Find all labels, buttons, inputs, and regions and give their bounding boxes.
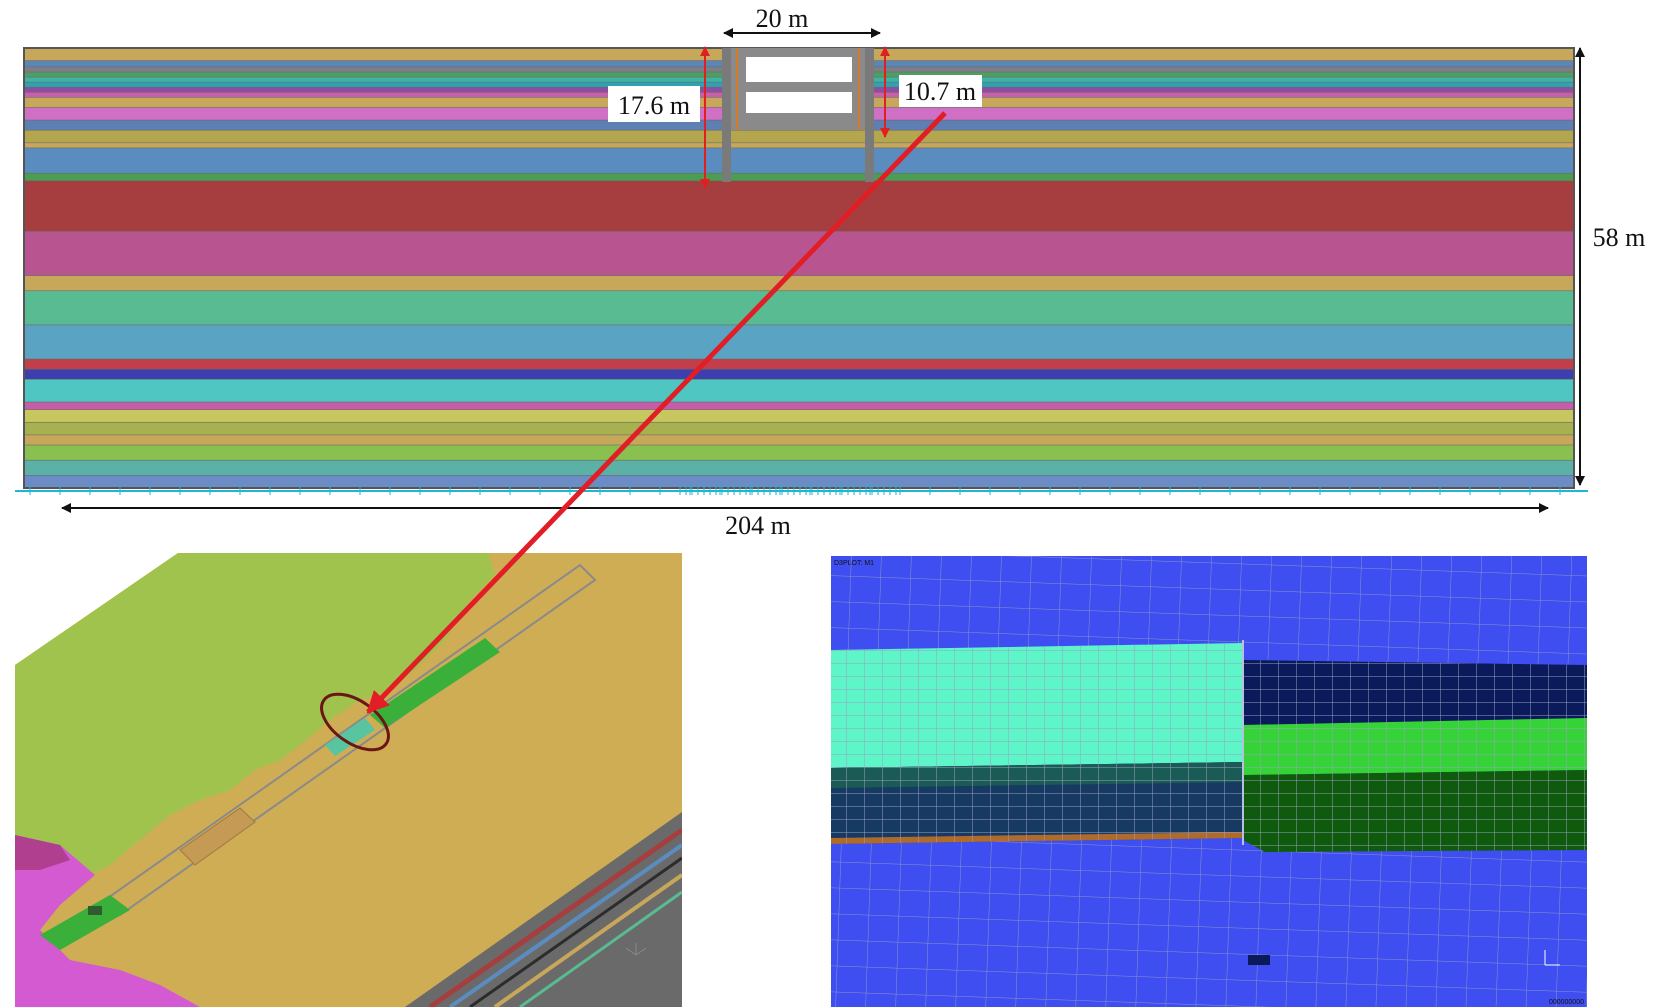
excavation-structure [722,48,874,182]
terrain-pink-ground [15,835,200,1007]
soil-layer [24,275,1574,292]
axis-triad-right [1544,950,1560,966]
mesh-left-grid [831,643,1243,844]
connector-arrow [366,111,947,714]
right-wall [865,48,874,182]
terrain-layer-edge [405,812,682,1007]
mesh-header-label: D3PLOT: M1 [834,560,874,567]
height-dimension-label: 58 m [1593,223,1646,252]
soil-layer [24,180,1574,233]
soil-layer [24,421,1574,436]
terrain-3d-view [15,553,682,1007]
soil-layer [24,290,1574,326]
mesh-view: D3PLOT: M1 000000000 [831,556,1587,1007]
tunnel-segment-green [370,638,500,728]
soil-layer [24,231,1574,277]
soil-layer [24,324,1574,360]
terrain-pink-dark [15,835,70,870]
soil-layer [24,378,1574,403]
soil-layer [24,409,1574,424]
tunnel-segment-orange [179,807,256,866]
soil-layer [24,444,1574,461]
right-depth-label: 10.7 m [904,77,976,106]
soil-layer [24,129,1574,144]
tunnel-segment-cyan [325,718,375,756]
mesh-small-element [1248,955,1270,965]
mesh-right-grid [1243,660,1587,852]
upper-opening [746,57,852,82]
right-depth-label-box [899,75,982,107]
soil-layer [24,142,1574,149]
boundary-ticks [29,485,1561,495]
left-depth-label: 17.6 m [618,91,690,120]
left-wall [722,48,731,182]
soil-layer [24,147,1574,174]
terrain-green-ground [15,553,495,880]
left-depth-label-box [608,86,700,122]
soil-layer [24,172,1574,182]
soil-layer [24,475,1574,488]
soil-layer [24,459,1574,477]
soil-layer [24,434,1574,446]
mesh-footer-label: 000000000 [1549,999,1584,1006]
station-marker [88,906,102,915]
lower-opening [746,92,852,113]
width-dimension-label: 20 m [756,4,809,33]
length-dimension-label: 204 m [725,511,791,540]
soil-layer [24,401,1574,411]
terrain-layer-stripes [428,827,682,1007]
soil-layer [24,358,1574,370]
axis-triad-left [625,943,647,956]
soil-layer [24,368,1574,381]
station-green-block [40,895,130,950]
